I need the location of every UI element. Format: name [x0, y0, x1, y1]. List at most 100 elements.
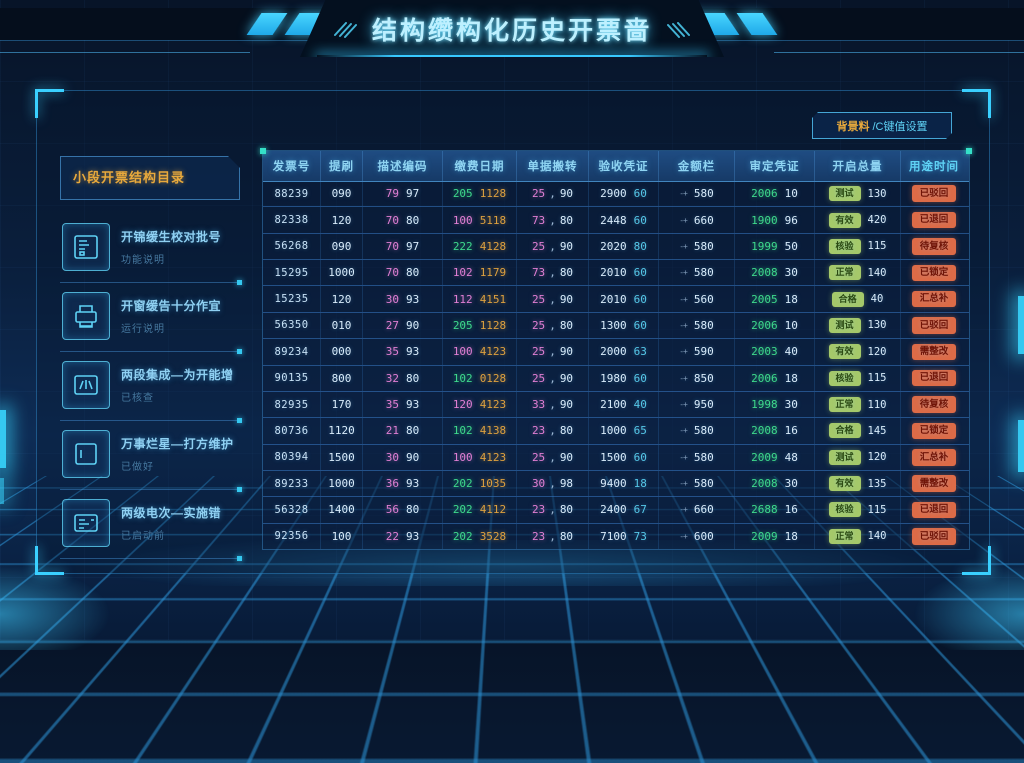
cell-desc-code: 79 97: [363, 181, 443, 207]
table-row[interactable]: 80394 1500 30 90 100 4123 25, 90 1500 60 -+ 580 2009…: [263, 444, 969, 471]
table-row[interactable]: 89233 1000 36 93 202 1035 30, 98 9400 18 -+ 580 2008…: [263, 470, 969, 498]
table-row[interactable]: 56328 1400 56 80 202 4112 23, 80 2400 67 -+ 660 2688…: [263, 497, 969, 524]
cell-amount: -+ 580: [659, 233, 735, 260]
cell-accept: 2400 67: [589, 497, 659, 523]
status-badge-green: 有效: [828, 476, 861, 492]
table-row[interactable]: 92356 100 22 93 202 3528 23, 80 7100 73 -+ 600 2009 1…: [263, 523, 969, 550]
table-row[interactable]: 15235 120 30 93 112 4151 25, 90 2010 60 -+ 560 2005 1…: [263, 286, 969, 313]
cell-batch: 090: [321, 181, 363, 207]
table-row[interactable]: 56350 010 27 90 205 1128 25, 80 1300 60 -+ 580 2006 1…: [263, 312, 969, 340]
cell-total: 正常 140: [815, 260, 901, 286]
sidebar-item[interactable]: 开窗缓告十分作宜 运行说明: [60, 283, 242, 354]
cell-invoice-id: 82935: [263, 391, 321, 418]
sidebar-item-title: 开锦缓生校对批号: [121, 230, 222, 244]
cell-batch: 100: [321, 523, 363, 550]
cell-usage-status: 已退回: [901, 497, 967, 522]
table-row[interactable]: 82338 120 70 80 100 5118 73, 80 2448 60 -+ 660 1900 9…: [263, 207, 969, 234]
cell-accept: 2010 60: [589, 260, 659, 286]
sidebar-item-subtitle: 运行说明: [121, 324, 165, 335]
cell-batch: 120: [321, 286, 363, 312]
sidebar-item[interactable]: 两段集成—为开能增 已核查: [60, 352, 242, 423]
cell-transfer: 30, 98: [517, 470, 589, 497]
invoice-table: 发票号 提刷 描述编码 缴费日期 单据搬转 验收凭证 金额栏 审定凭证 开启总量 用途时间 882…: [260, 148, 972, 550]
table-row[interactable]: 82935 170 35 93 120 4123 33, 90 2100 40 -+ 950 1998 3…: [263, 391, 969, 419]
status-badge-red: 已退回: [911, 211, 957, 229]
table-row[interactable]: 56268 090 70 97 222 4128 25, 90 2020 80 -+ 580 1999 5…: [263, 233, 969, 261]
cell-usage-status: 已锁定: [901, 418, 967, 443]
sidebar-item-subtitle: 功能说明: [121, 255, 165, 266]
cell-accept: 2000 63: [589, 339, 659, 365]
cell-batch: 800: [321, 365, 363, 391]
column-header: 金额栏: [659, 151, 735, 181]
cell-usage-status: 已驳回: [901, 181, 967, 206]
status-badge-green: 核验: [828, 370, 861, 386]
cell-accept: 2100 40: [589, 391, 659, 418]
cell-batch: 1000: [321, 260, 363, 286]
cell-usage-status: 汇总补: [901, 445, 967, 470]
status-badge-red: 待复核: [911, 238, 957, 255]
cell-invoice-id: 88239: [263, 181, 321, 207]
cell-accept: 1500 60: [589, 444, 659, 470]
status-badge-green: 测试: [828, 317, 861, 333]
cell-desc-code: 36 93: [363, 470, 443, 497]
column-header: 描述编码: [363, 151, 443, 181]
top-accent-line-right: [774, 52, 1024, 53]
cell-pay-date: 102 1179: [443, 260, 517, 286]
cell-desc-code: 70 80: [363, 207, 443, 233]
cell-usage-status: 已驳回: [901, 524, 967, 549]
cell-audit: 1900 96: [735, 207, 815, 233]
cell-transfer: 73, 80: [517, 260, 589, 286]
sidebar-item[interactable]: 万事烂星—打方维护 已做好: [60, 421, 242, 492]
status-badge-green: 测试: [828, 186, 861, 202]
sidebar-item-title: 开窗缓告十分作宜: [121, 299, 222, 313]
cell-amount: -+ 600: [659, 523, 735, 550]
cell-total: 有效 120: [815, 339, 901, 365]
cell-usage-status: 待复核: [901, 234, 967, 259]
cell-audit: 2009 48: [735, 444, 815, 470]
right-edge-glow-bar: [1018, 296, 1024, 354]
cell-accept: 7100 73: [589, 523, 659, 550]
column-header: 缴费日期: [443, 151, 517, 181]
table-row[interactable]: 15295 1000 70 80 102 1179 73, 80 2010 60 -+ 580 2008…: [263, 260, 969, 287]
cell-desc-code: 56 80: [363, 497, 443, 523]
cell-batch: 1400: [321, 497, 363, 523]
sidebar-item[interactable]: 两级电次—实施错 已启动前: [60, 490, 242, 561]
table-row[interactable]: 90135 800 32 80 102 0128 25, 90 1980 60 -+ 850 2006 1…: [263, 365, 969, 392]
cell-pay-date: 202 3528: [443, 523, 517, 550]
cell-total: 合格 145: [815, 418, 901, 444]
tag-filter-button[interactable]: 背景料 /C键值设置: [812, 112, 952, 139]
column-header: 验收凭证: [589, 151, 659, 181]
cell-desc-code: 35 93: [363, 391, 443, 418]
cell-audit: 2006 18: [735, 365, 815, 391]
cell-pay-date: 120 4123: [443, 391, 517, 418]
sidebar-item-list: 开锦缓生校对批号 功能说明 开窗缓告十分作宜 运行说明 两段集成—为开能增 已核…: [60, 214, 242, 561]
table-row[interactable]: 80736 1120 21 80 102 4138 23, 80 1000 65 -+ 580 2008…: [263, 418, 969, 445]
left-edge-glow-bar-small: [0, 478, 4, 504]
cell-usage-status: 已退回: [901, 207, 967, 232]
cell-transfer: 25, 80: [517, 312, 589, 339]
table-row[interactable]: 89234 000 35 93 100 4123 25, 90 2000 63 -+ 590 2003 4…: [263, 339, 969, 366]
cell-total: 有效 420: [815, 207, 901, 233]
cell-pay-date: 205 1128: [443, 181, 517, 207]
cell-audit: 2005 18: [735, 286, 815, 312]
right-edge-glow-bar-small: [1018, 420, 1024, 472]
status-badge-red: 已退回: [911, 369, 957, 387]
cell-transfer: 33, 90: [517, 391, 589, 418]
cell-invoice-id: 80394: [263, 444, 321, 470]
left-edge-glow-bar: [0, 410, 6, 468]
cell-invoice-id: 56328: [263, 497, 321, 523]
cell-pay-date: 102 0128: [443, 365, 517, 391]
cell-usage-status: 已锁定: [901, 260, 967, 285]
icon-panel-icon: [62, 430, 110, 478]
sidebar-item-subtitle: 已核查: [121, 393, 154, 404]
cell-audit: 2006 10: [735, 181, 815, 207]
cell-invoice-id: 56350: [263, 312, 321, 339]
table-row[interactable]: 88239 090 79 97 205 1128 25, 90 2900 60 -+ 580 2006 1…: [263, 181, 969, 208]
cell-desc-code: 21 80: [363, 418, 443, 444]
cell-amount: -+ 850: [659, 365, 735, 391]
cell-desc-code: 30 90: [363, 444, 443, 470]
status-badge-red: 已驳回: [911, 528, 957, 545]
sidebar-item[interactable]: 开锦缓生校对批号 功能说明: [60, 214, 242, 285]
cell-accept: 1000 65: [589, 418, 659, 444]
cell-audit: 2009 18: [735, 523, 815, 550]
